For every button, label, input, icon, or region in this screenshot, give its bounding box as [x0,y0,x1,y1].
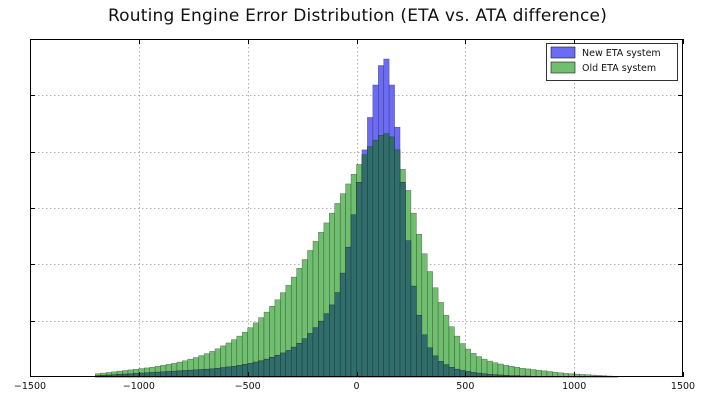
bar-overlap [220,367,227,378]
bar-overlap [296,343,303,378]
bar-overlap [269,356,276,378]
bar-overlap [388,136,395,378]
bar-old-eta [519,367,526,378]
bar-old-eta [508,366,515,378]
bar-overlap [290,346,297,378]
bar-overlap [361,154,368,378]
bar-old-eta [535,369,542,378]
bar-overlap [236,365,243,378]
bar-overlap [274,355,281,378]
bar-overlap [421,334,428,378]
bar-overlap [214,367,221,378]
bar-overlap [318,320,325,378]
bar-overlap [356,182,363,378]
x-tick-label: 1500 [671,381,695,392]
bar-overlap [241,364,248,378]
x-tick-label: −1500 [14,381,46,392]
bar-overlap [432,355,439,378]
bar-overlap [339,272,346,378]
bar-overlap [225,366,232,378]
bar-overlap [209,368,216,378]
bar-overlap [448,367,455,378]
bar-overlap [280,352,287,378]
bar-overlap [437,361,444,378]
legend: New ETA system Old ETA system [546,43,678,81]
bar-overlap [350,214,357,378]
bar-overlap [378,135,384,378]
bar-overlap [203,368,210,378]
bar-overlap [285,350,292,378]
bar-overlap [443,364,450,378]
bar-overlap [307,333,314,378]
x-tick-label: 0 [353,381,359,392]
bar-overlap [383,133,390,378]
bar-overlap [187,369,194,378]
bar-overlap [312,327,319,378]
bar-overlap [399,182,406,378]
bar-overlap [334,292,341,378]
bar-overlap [367,146,374,378]
x-tick-label: −1000 [123,381,155,392]
bar-overlap [345,246,352,378]
overlap-bars [95,133,618,378]
bar-old-eta [530,369,537,378]
bar-overlap [252,361,259,378]
x-tick-label: −500 [235,381,261,392]
x-tick-label: 500 [456,381,474,392]
legend-label-old-eta: Old ETA system [582,63,656,74]
x-tick-label: 1000 [562,381,586,392]
bar-overlap [410,285,417,378]
bar-overlap [416,315,423,378]
bar-overlap [405,240,412,378]
bar-overlap [258,360,265,378]
grid-lines [30,39,683,377]
bar-overlap [426,347,433,378]
bar-overlap [394,149,401,378]
chart-title: Routing Engine Error Distribution (ETA v… [107,6,608,26]
legend-swatch-new-eta [550,46,576,59]
bar-overlap [323,313,330,378]
bar-overlap [454,368,461,378]
axis-ticks: −1500 −1000 −500 0 500 1000 1500 [14,39,695,392]
bar-overlap [193,369,199,378]
bar-overlap [198,369,205,378]
bar-overlap [231,366,238,378]
bar-overlap [372,139,379,378]
legend-swatch-old-eta [550,61,576,74]
bar-overlap [301,338,308,378]
legend-label-new-eta: New ETA system [582,48,661,59]
bar-overlap [263,358,270,378]
bar-overlap [329,304,335,378]
